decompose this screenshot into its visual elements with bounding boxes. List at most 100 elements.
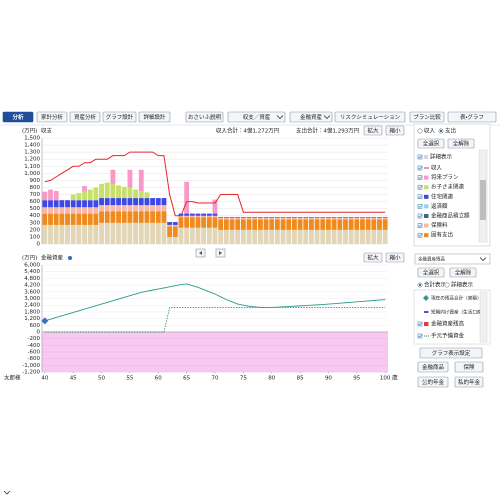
bar-segment: [223, 229, 229, 244]
bar-segment: [269, 229, 275, 244]
toolbar-button[interactable]: [334, 111, 406, 123]
bar-segment: [121, 198, 127, 206]
checkbox[interactable]: [417, 154, 423, 160]
bar-segment: [127, 222, 133, 244]
checkbox[interactable]: [417, 232, 423, 238]
legend-swatch: [424, 214, 429, 218]
y-tick-label: 4,800: [24, 276, 40, 282]
bar-segment: [121, 205, 127, 212]
clear-all-button[interactable]: [449, 267, 477, 278]
legend-label: 将来プラン: [431, 173, 459, 181]
bar-segment: [229, 217, 235, 218]
bar-segment: [189, 217, 195, 228]
y-tick-label: 1,300: [24, 150, 40, 156]
bar-segment: [65, 213, 70, 225]
bar-segment: [76, 207, 82, 214]
bar-segment: [104, 222, 110, 244]
checkbox[interactable]: [417, 175, 423, 180]
tab[interactable]: [2, 111, 34, 123]
check-mark: [418, 233, 422, 237]
tab[interactable]: [102, 111, 137, 123]
zoom-in-button[interactable]: [363, 125, 383, 136]
tab[interactable]: [69, 111, 101, 123]
bar-segment: [212, 213, 218, 216]
bar-segment: [104, 182, 110, 199]
detail-icon: [424, 155, 428, 159]
lower-legend-panel: [413, 289, 491, 345]
legend-swatch: [424, 194, 429, 199]
bar-segment: [76, 193, 82, 201]
bar-segment: [206, 215, 212, 218]
checkbox[interactable]: [417, 194, 423, 200]
bar-segment: [331, 229, 337, 244]
tab[interactable]: [138, 111, 171, 123]
check-mark: [418, 322, 422, 326]
graph-settings-button-label: グラフ表示設定: [432, 349, 471, 357]
checkbox[interactable]: [417, 333, 423, 339]
zoom-in-button[interactable]: [363, 252, 383, 263]
link-button[interactable]: [454, 361, 484, 373]
select-all-button[interactable]: [417, 267, 445, 278]
bar-segment: [127, 211, 133, 223]
bar-segment: [377, 229, 382, 244]
bar-segment: [65, 224, 70, 244]
prev-icon: [199, 251, 202, 255]
bar-segment: [286, 217, 292, 220]
link-button[interactable]: [417, 361, 449, 373]
checkbox[interactable]: [417, 223, 423, 228]
bar-segment: [377, 217, 382, 218]
bar-segment: [104, 198, 110, 206]
bar-segment: [121, 222, 127, 244]
scrollbar[interactable]: [479, 291, 488, 343]
clear-all-button[interactable]: [447, 138, 475, 149]
bar-segment: [144, 211, 150, 223]
bar-segment: [201, 215, 207, 218]
bar-segment: [167, 226, 173, 237]
zoom-out-button[interactable]: [385, 252, 405, 263]
tab[interactable]: [36, 111, 68, 123]
bar-segment: [161, 198, 167, 206]
bar-segment: [184, 217, 190, 228]
checkbox[interactable]: [417, 213, 423, 219]
bar-segment: [235, 229, 241, 244]
bar-segment: [257, 229, 263, 244]
graph-settings-button[interactable]: [419, 347, 483, 359]
bar-segment: [93, 213, 99, 225]
unit: (万円): [22, 128, 37, 135]
toolbar-button[interactable]: [447, 111, 497, 123]
bar-segment: [343, 219, 348, 230]
bar-segment: [110, 222, 116, 244]
zoom-out-button[interactable]: [385, 125, 405, 136]
checkbox[interactable]: [417, 165, 423, 171]
link-button[interactable]: [417, 376, 449, 388]
bar-segment: [320, 219, 326, 230]
toolbar-button[interactable]: [289, 111, 333, 123]
checkbox[interactable]: [417, 184, 423, 190]
tab-label: 詳細設計: [143, 113, 166, 121]
scroll-thumb[interactable]: [480, 180, 486, 220]
bar-segment: [246, 229, 252, 244]
link-button[interactable]: [454, 376, 484, 388]
bar-segment: [53, 224, 59, 244]
bar-segment: [172, 236, 178, 244]
radio[interactable]: [444, 282, 450, 288]
select-all-button[interactable]: [417, 138, 445, 149]
checkbox[interactable]: [417, 321, 423, 327]
checkbox[interactable]: [417, 204, 423, 209]
bar-segment: [82, 207, 87, 214]
bar-segment: [127, 198, 133, 206]
bar-segment: [99, 183, 104, 199]
x-tick-label: 55: [126, 376, 133, 382]
toolbar-button[interactable]: [409, 111, 445, 123]
toolbar-button[interactable]: [227, 111, 286, 123]
radio-dot: [439, 129, 443, 133]
dropdown[interactable]: [414, 253, 491, 265]
radio[interactable]: [417, 128, 423, 134]
radio-dot: [418, 283, 422, 287]
bar-segment: [76, 200, 82, 208]
bar-segment: [65, 200, 70, 208]
toolbar-button[interactable]: [185, 111, 224, 123]
bar-segment: [274, 219, 280, 230]
bar-segment: [161, 222, 167, 244]
series-line: [44, 306, 386, 333]
